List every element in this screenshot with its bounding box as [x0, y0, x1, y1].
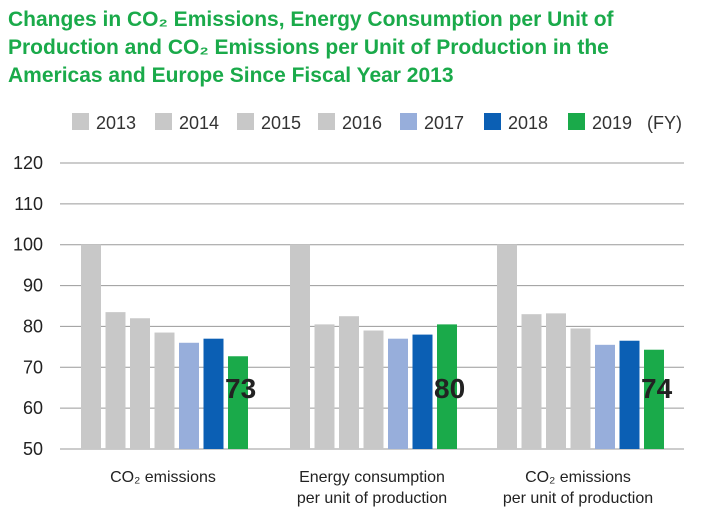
legend-swatch-2016	[318, 113, 335, 130]
bar-2016-group-2	[363, 330, 384, 449]
bar-2019-group-1	[228, 356, 248, 449]
category-label-2: per unit of production	[297, 490, 447, 507]
bar-2014-group-1	[105, 312, 126, 449]
legend-unit: (FY)	[647, 113, 682, 133]
legend-label-2017: 2017	[424, 113, 464, 133]
y-tick-label: 70	[23, 357, 43, 377]
bar-2017-group-2	[388, 338, 408, 449]
legend-label-2019: 2019	[592, 113, 632, 133]
legend-label-2014: 2014	[179, 113, 219, 133]
bar-2014-group-2	[314, 324, 335, 449]
bar-2016-group-3	[570, 328, 591, 449]
legend-swatch-2014	[155, 113, 172, 130]
y-tick-label: 120	[13, 153, 43, 173]
data-labels: 73 80 74	[225, 373, 673, 404]
y-tick-label: 50	[23, 439, 43, 459]
chart-title-line-3: Americas and Europe Since Fiscal Year 20…	[8, 64, 454, 87]
bar-2018-group-3	[619, 340, 640, 449]
bar-2015-group-2	[339, 316, 359, 449]
y-axis: 50 60 70 80 90 100 110 120	[13, 153, 43, 459]
y-tick-label: 100	[13, 235, 43, 255]
bar-2019-group-3	[644, 349, 664, 449]
chart-title-line-2: Production and CO₂ Emissions per Unit of…	[8, 36, 609, 59]
y-tick-label: 60	[23, 398, 43, 418]
legend-label-2013: 2013	[96, 113, 136, 133]
legend-label-2016: 2016	[342, 113, 382, 133]
data-label-2019-group-3: 74	[641, 373, 673, 404]
legend-label-2015: 2015	[261, 113, 301, 133]
category-label-3: per unit of production	[503, 490, 653, 507]
bar-2016-group-1	[154, 332, 175, 449]
bars	[81, 244, 664, 449]
bar-2015-group-3	[546, 313, 566, 449]
bar-2019-group-2	[437, 324, 457, 449]
legend-swatch-2017	[400, 113, 417, 130]
chart-title-line-1: Changes in CO₂ Emissions, Energy Consump…	[8, 8, 614, 31]
chart-title: Changes in CO₂ Emissions, Energy Consump…	[8, 6, 698, 90]
legend-swatch-2019	[568, 113, 585, 130]
category-label-2: Energy consumption	[299, 469, 445, 486]
legend-label-2018: 2018	[508, 113, 548, 133]
data-label-2019-group-1: 73	[225, 373, 256, 404]
y-tick-label: 110	[14, 194, 43, 214]
legend-swatch-2013	[72, 113, 89, 130]
bar-2018-group-1	[203, 338, 224, 449]
legend: 2013 2014 2015 2016 2017 2018 2019 (FY)	[72, 113, 682, 133]
bar-2013-group-2	[290, 244, 310, 449]
bar-2018-group-2	[412, 334, 433, 449]
bar-2017-group-3	[595, 344, 615, 449]
category-labels: CO₂ emissions Energy consumption per unit …	[110, 469, 653, 507]
bar-2013-group-1	[81, 244, 101, 449]
bar-2014-group-3	[521, 314, 542, 449]
legend-swatch-2018	[484, 113, 501, 130]
bar-2017-group-1	[179, 342, 199, 449]
bar-2015-group-1	[130, 318, 150, 449]
category-label-1: CO₂ emissions	[110, 469, 216, 486]
category-label-3: CO₂ emissions	[525, 469, 631, 486]
y-tick-label: 90	[23, 276, 43, 296]
bar-2013-group-3	[497, 244, 517, 449]
legend-swatch-2015	[237, 113, 254, 130]
y-tick-label: 80	[23, 316, 43, 336]
data-label-2019-group-2: 80	[434, 373, 465, 404]
